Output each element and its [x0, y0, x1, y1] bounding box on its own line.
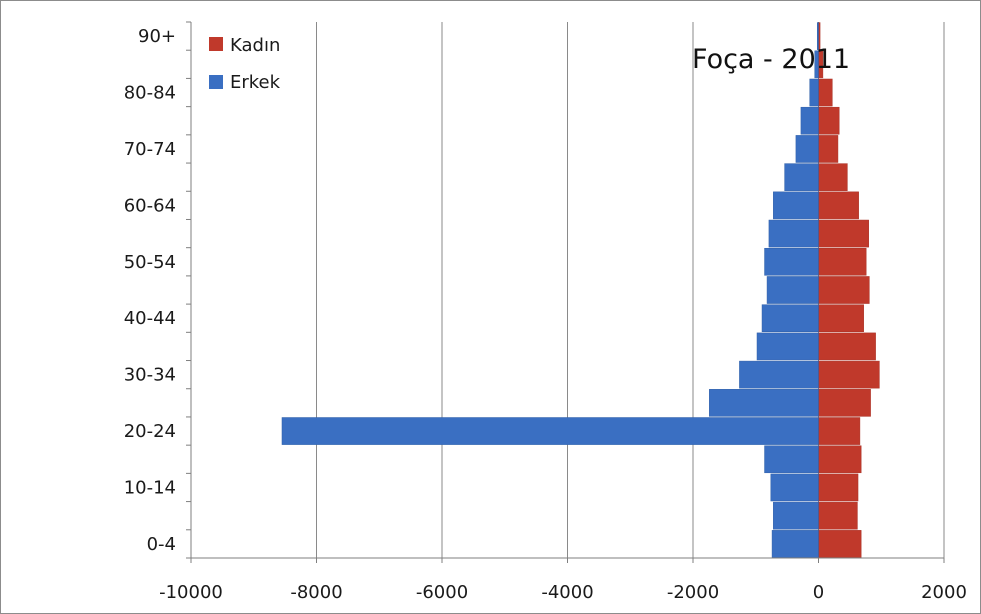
bar-erkek-90+	[816, 22, 819, 50]
bar-erkek-45-49	[766, 276, 819, 304]
bars	[281, 22, 880, 558]
y-tick-labels: 0-4 10-14 20-24 30-34 40-44 50-54 60-64 70-74 80…	[124, 26, 176, 555]
bar-erkek-30-34	[739, 360, 819, 389]
y-tick-label: 60-64	[124, 195, 176, 216]
bar-kadin-65-69	[818, 163, 848, 191]
bar-erkek-40-44	[761, 304, 819, 333]
bar-erkek-85-89	[814, 50, 819, 79]
legend: Kadın Erkek	[209, 35, 281, 93]
x-tick-labels: -10000 -8000 -6000 -4000 -2000 0 2000	[159, 582, 967, 603]
bar-kadin-0-4	[818, 530, 862, 558]
legend-swatch-erkek	[209, 75, 223, 89]
bar-erkek-55-59	[768, 219, 819, 248]
bar-erkek-35-39	[756, 332, 819, 361]
bar-erkek-0-4	[771, 530, 819, 558]
bar-erkek-70-74	[795, 135, 819, 163]
x-tick-label: -2000	[667, 582, 719, 603]
bar-erkek-75-79	[800, 106, 819, 135]
y-tick-label: 30-34	[124, 365, 176, 386]
bar-kadin-10-14	[818, 473, 859, 502]
y-tick-label: 10-14	[124, 477, 176, 498]
bar-kadin-35-39	[818, 332, 876, 361]
bar-kadin-30-34	[818, 360, 880, 389]
y-tick-label: 0-4	[147, 534, 176, 555]
bar-erkek-10-14	[770, 473, 819, 502]
bar-erkek-50-54	[764, 247, 819, 276]
bar-kadin-60-64	[818, 191, 859, 220]
bar-kadin-45-49	[818, 276, 870, 304]
bar-kadin-15-19	[818, 445, 862, 474]
y-tick-label: 80-84	[124, 83, 176, 104]
y-tick-label: 20-24	[124, 421, 176, 442]
y-tick-label: 40-44	[124, 308, 176, 329]
axes	[186, 21, 945, 563]
bar-kadin-80-84	[818, 78, 833, 107]
bar-erkek-25-29	[709, 389, 819, 417]
bar-kadin-20-24	[818, 417, 861, 445]
bar-erkek-20-24	[281, 417, 819, 445]
y-tick-label: 90+	[138, 26, 176, 47]
legend-swatch-kadin	[209, 37, 223, 51]
bar-erkek-80-84	[809, 78, 819, 107]
y-tick-label: 50-54	[124, 252, 176, 273]
legend-label-kadin: Kadın	[230, 35, 280, 56]
bar-erkek-5-9	[773, 501, 819, 530]
bar-erkek-65-69	[784, 163, 819, 191]
bar-kadin-70-74	[818, 135, 839, 163]
bar-kadin-55-59	[818, 219, 869, 248]
x-tick-label: 2000	[921, 582, 967, 603]
x-tick-label: -8000	[290, 582, 342, 603]
bar-kadin-50-54	[818, 247, 867, 276]
x-tick-label: -4000	[541, 582, 593, 603]
x-tick-label: -10000	[159, 582, 223, 603]
bar-kadin-5-9	[818, 501, 858, 530]
bar-kadin-40-44	[818, 304, 864, 333]
chart-title: Foça - 2011	[692, 44, 850, 75]
legend-label-erkek: Erkek	[230, 72, 281, 93]
y-tick-label: 70-74	[124, 139, 176, 160]
x-tick-label: -6000	[416, 582, 468, 603]
bar-kadin-25-29	[818, 389, 871, 417]
bar-erkek-60-64	[773, 191, 819, 220]
bar-kadin-75-79	[818, 106, 840, 135]
bar-erkek-15-19	[764, 445, 819, 474]
x-tick-label: 0	[813, 582, 824, 603]
